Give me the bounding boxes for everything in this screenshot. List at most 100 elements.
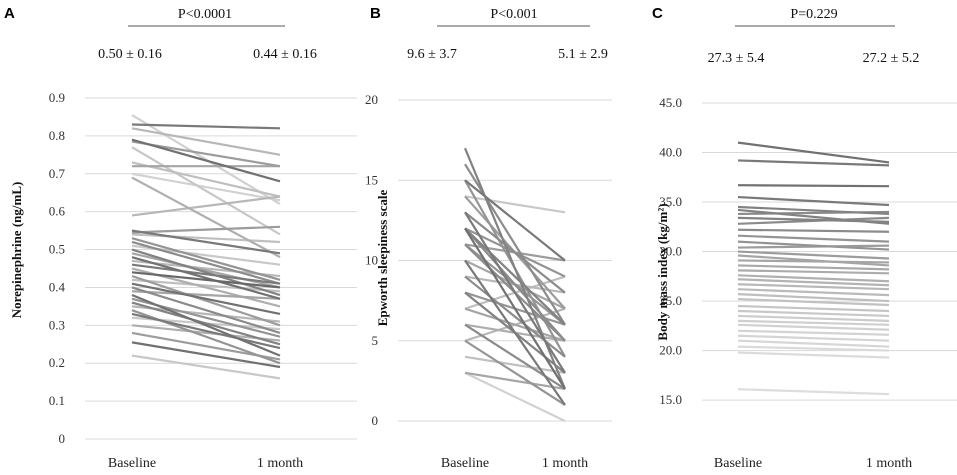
patient-line	[737, 159, 890, 167]
y-tick-label: 0.4	[49, 279, 66, 294]
patient-line	[737, 228, 890, 233]
y-tick-label: 35.0	[659, 194, 682, 209]
patient-line	[737, 274, 890, 283]
patient-line	[737, 205, 890, 216]
baseline-mean-sd: 27.3 ± 5.4	[708, 51, 765, 66]
patient-line	[737, 195, 890, 207]
panel-letter: C	[652, 5, 663, 22]
patient-line	[737, 323, 890, 331]
patient-line	[131, 312, 281, 350]
x-category-baseline: Baseline	[108, 456, 156, 471]
y-tick-label: 15.0	[659, 392, 682, 407]
patient-line	[131, 252, 281, 289]
patient-line	[737, 351, 890, 359]
y-tick-label: 10	[365, 253, 378, 268]
patient-line	[464, 371, 566, 422]
y-tick-label: 0.1	[49, 393, 65, 408]
patient-line	[131, 240, 281, 285]
patient-line	[131, 229, 281, 255]
patient-line	[464, 355, 566, 374]
patient-line	[737, 278, 890, 287]
y-tick-label: 0	[59, 431, 66, 446]
patient-line	[131, 282, 281, 316]
patient-line	[131, 286, 281, 334]
patient-line	[464, 195, 566, 214]
p-value-label: P=0.229	[790, 7, 837, 22]
patient-line	[737, 250, 890, 260]
y-tick-label: 30.0	[659, 244, 682, 259]
x-category-baseline: Baseline	[714, 456, 762, 471]
panel-letter: A	[4, 5, 15, 22]
patient-line	[131, 123, 281, 130]
y-tick-label: 0.3	[49, 317, 65, 332]
patient-line	[737, 259, 890, 264]
patient-line	[737, 314, 890, 322]
patient-line	[131, 271, 281, 289]
patient-line	[131, 248, 281, 297]
patient-line	[464, 227, 566, 326]
p-value-label: P<0.001	[490, 7, 537, 22]
y-tick-label: 45.0	[659, 95, 682, 110]
patient-line	[464, 307, 566, 342]
y-axis-label: Body mass index (kg/m²)	[655, 203, 670, 340]
patient-line	[131, 301, 281, 346]
patient-line	[464, 259, 566, 406]
patient-line	[131, 225, 281, 234]
patient-line	[737, 288, 890, 297]
patient-line	[737, 319, 890, 326]
month-mean-sd: 27.2 ± 5.2	[863, 51, 920, 66]
patient-line	[737, 339, 890, 348]
month-mean-sd: 0.44 ± 0.16	[253, 47, 317, 62]
patient-line	[737, 283, 890, 291]
patient-line	[131, 146, 281, 236]
x-category-1-month: 1 month	[866, 456, 912, 471]
x-category-baseline: Baseline	[441, 456, 489, 471]
patient-line	[737, 309, 890, 318]
patient-line	[131, 341, 281, 369]
patient-line	[131, 263, 281, 285]
patient-line	[737, 216, 890, 223]
patient-line	[131, 237, 281, 281]
patient-line	[464, 339, 566, 406]
patient-line	[131, 294, 281, 357]
patient-line	[464, 275, 566, 358]
y-tick-label: 0.6	[49, 204, 66, 219]
patient-line	[737, 388, 890, 396]
patient-line	[131, 354, 281, 380]
y-tick-label: 15	[365, 172, 378, 187]
patient-line	[131, 233, 281, 244]
patient-line	[737, 269, 890, 275]
patient-line	[737, 264, 890, 271]
y-axis-label: Epworth sleepiness scale	[375, 190, 390, 327]
patient-line	[131, 195, 281, 217]
patient-line	[464, 371, 566, 390]
patient-line	[464, 227, 566, 342]
patient-line	[131, 138, 281, 183]
patient-line	[131, 176, 281, 259]
patient-line	[737, 234, 890, 243]
month-mean-sd: 5.1 ± 2.9	[558, 47, 608, 62]
patient-line	[737, 141, 890, 164]
y-tick-label: 0.2	[49, 355, 65, 370]
patient-line	[464, 179, 566, 262]
patient-line	[131, 290, 281, 300]
patient-line	[463, 147, 567, 390]
patient-line	[737, 293, 890, 303]
y-tick-label: 20	[365, 92, 378, 107]
y-axis-label: Norepinephrine (ng/mL)	[9, 182, 24, 319]
y-tick-label: 25.0	[659, 293, 682, 308]
patient-line	[737, 329, 890, 336]
y-tick-label: 0	[372, 413, 379, 428]
y-tick-label: 40.0	[659, 145, 682, 160]
y-tick-label: 0.7	[49, 166, 66, 181]
patient-line	[464, 211, 566, 374]
p-value-label: P<0.0001	[178, 7, 232, 22]
patient-line	[737, 334, 890, 342]
x-category-1-month: 1 month	[542, 456, 588, 471]
patient-line	[131, 275, 281, 327]
patient-line	[737, 240, 890, 251]
y-tick-label: 20.0	[659, 343, 682, 358]
y-tick-label: 0.5	[49, 242, 65, 257]
patient-line	[131, 161, 281, 198]
